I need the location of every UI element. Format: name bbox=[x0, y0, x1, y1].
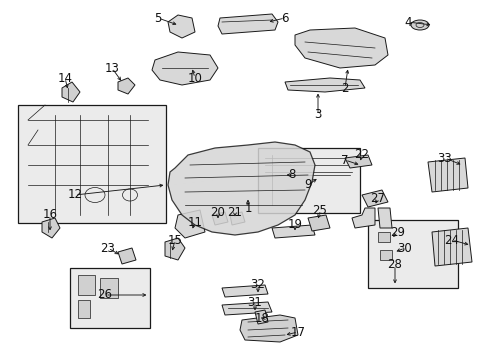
Polygon shape bbox=[164, 238, 184, 260]
Text: 26: 26 bbox=[97, 288, 112, 302]
Text: 2: 2 bbox=[341, 81, 348, 94]
Polygon shape bbox=[229, 212, 244, 225]
Bar bbox=[70, 268, 150, 328]
Text: 29: 29 bbox=[390, 225, 405, 238]
Text: 10: 10 bbox=[187, 72, 202, 85]
Text: 6: 6 bbox=[281, 12, 288, 24]
Polygon shape bbox=[42, 218, 60, 238]
Text: 18: 18 bbox=[254, 311, 269, 324]
Text: 13: 13 bbox=[104, 62, 119, 75]
Text: 27: 27 bbox=[370, 192, 385, 204]
Text: 11: 11 bbox=[187, 216, 202, 229]
Polygon shape bbox=[254, 310, 267, 324]
Bar bbox=[18, 105, 165, 223]
Polygon shape bbox=[152, 52, 218, 85]
Text: 33: 33 bbox=[437, 152, 451, 165]
Text: 17: 17 bbox=[290, 325, 305, 338]
Polygon shape bbox=[240, 315, 297, 342]
Text: 1: 1 bbox=[244, 202, 251, 215]
Text: 20: 20 bbox=[210, 206, 225, 219]
Text: 21: 21 bbox=[227, 206, 242, 219]
Text: 25: 25 bbox=[312, 203, 327, 216]
Polygon shape bbox=[377, 232, 389, 242]
Polygon shape bbox=[351, 208, 374, 228]
Bar bbox=[258, 148, 359, 213]
Polygon shape bbox=[218, 14, 278, 34]
Text: 12: 12 bbox=[67, 189, 82, 202]
Polygon shape bbox=[427, 158, 467, 192]
Text: 24: 24 bbox=[444, 234, 459, 247]
Polygon shape bbox=[118, 78, 135, 94]
Text: 16: 16 bbox=[42, 208, 58, 221]
Text: 5: 5 bbox=[154, 12, 162, 24]
Text: 9: 9 bbox=[304, 179, 311, 192]
Text: 8: 8 bbox=[288, 168, 295, 181]
Polygon shape bbox=[271, 225, 314, 238]
Bar bbox=[367, 220, 457, 288]
Text: 28: 28 bbox=[387, 258, 402, 271]
Polygon shape bbox=[307, 215, 329, 231]
Polygon shape bbox=[294, 28, 387, 68]
Polygon shape bbox=[100, 278, 118, 298]
Polygon shape bbox=[222, 302, 271, 315]
Text: 22: 22 bbox=[354, 148, 369, 162]
Ellipse shape bbox=[410, 20, 428, 30]
Text: 30: 30 bbox=[397, 242, 411, 255]
Text: 31: 31 bbox=[247, 296, 262, 309]
Text: 15: 15 bbox=[167, 234, 182, 247]
Polygon shape bbox=[361, 190, 387, 207]
Polygon shape bbox=[222, 285, 267, 297]
Polygon shape bbox=[345, 155, 371, 168]
Text: 14: 14 bbox=[58, 72, 72, 85]
Text: 23: 23 bbox=[101, 242, 115, 255]
Polygon shape bbox=[377, 208, 391, 228]
Polygon shape bbox=[212, 212, 227, 225]
Polygon shape bbox=[78, 300, 90, 318]
Polygon shape bbox=[62, 82, 80, 102]
Polygon shape bbox=[431, 228, 471, 266]
Text: 19: 19 bbox=[287, 219, 302, 231]
Polygon shape bbox=[78, 275, 95, 295]
Polygon shape bbox=[175, 210, 204, 238]
Polygon shape bbox=[168, 142, 314, 235]
Polygon shape bbox=[118, 248, 136, 264]
Text: 3: 3 bbox=[314, 108, 321, 122]
Text: 7: 7 bbox=[341, 153, 348, 166]
Polygon shape bbox=[379, 250, 391, 260]
Polygon shape bbox=[168, 15, 195, 38]
Text: 4: 4 bbox=[404, 15, 411, 28]
Text: 32: 32 bbox=[250, 279, 265, 292]
Polygon shape bbox=[285, 78, 364, 92]
